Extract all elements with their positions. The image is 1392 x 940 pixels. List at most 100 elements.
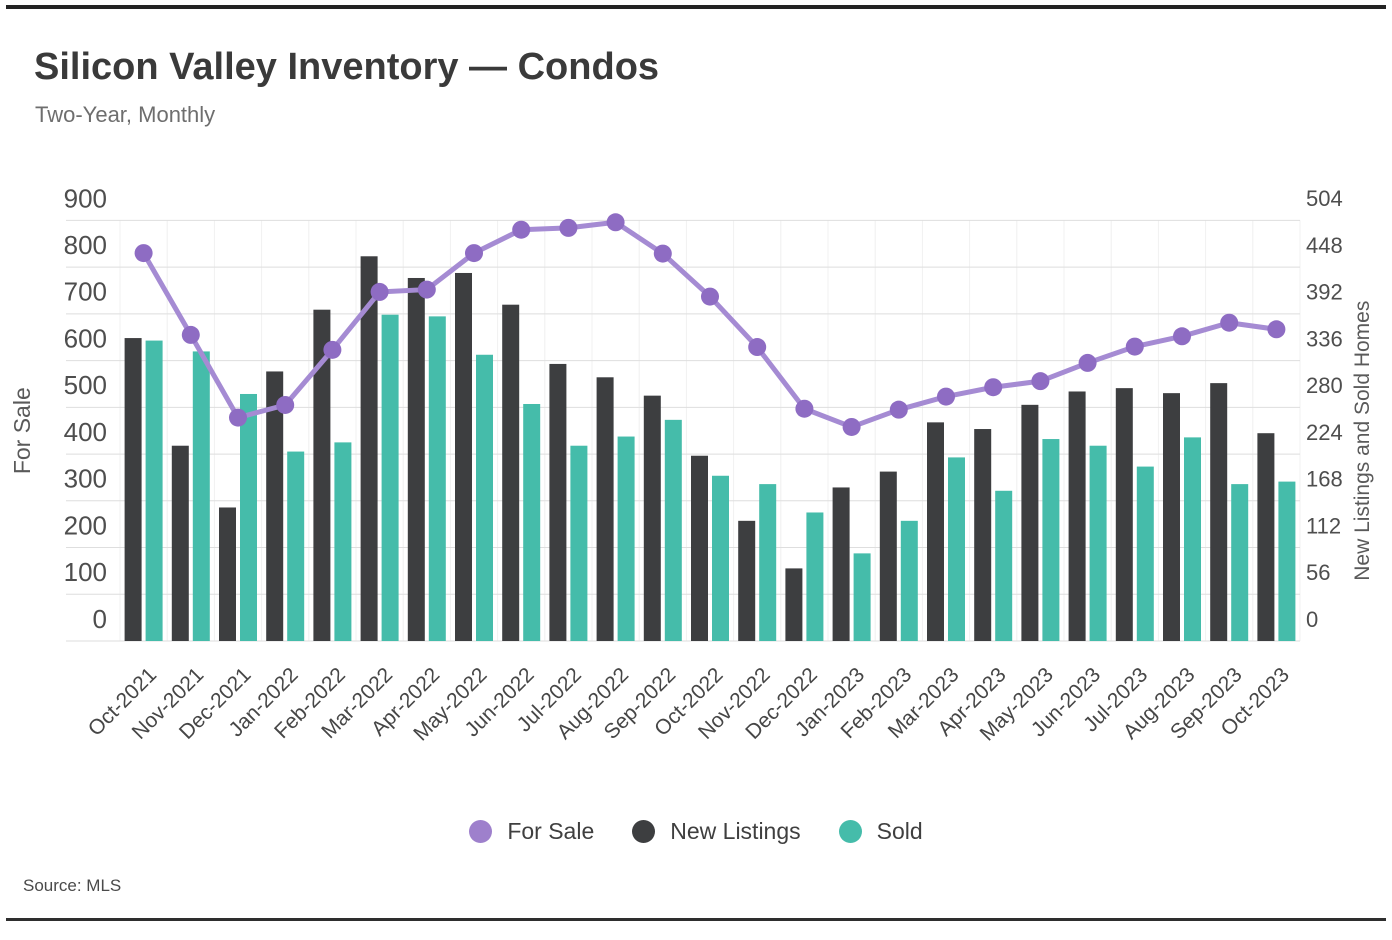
for-sale-point[interactable] <box>842 417 861 436</box>
right-axis-tick-label: 0 <box>1306 607 1318 632</box>
bar-new-listings[interactable] <box>974 429 992 641</box>
legend: For Sale New Listings Sold <box>0 813 1392 849</box>
for-sale-point[interactable] <box>134 244 153 263</box>
right-axis-tick-label: 448 <box>1306 233 1343 258</box>
for-sale-point[interactable] <box>653 244 672 263</box>
bar-sold[interactable] <box>570 445 588 641</box>
right-axis-tick-label: 392 <box>1306 280 1343 305</box>
for-sale-point[interactable] <box>1031 372 1050 391</box>
bar-sold[interactable] <box>476 354 493 641</box>
right-axis-tick-label: 168 <box>1306 467 1343 492</box>
for-sale-point[interactable] <box>748 338 767 357</box>
left-axis-tick-label: 100 <box>64 557 107 587</box>
bar-new-listings[interactable] <box>1068 391 1086 641</box>
bar-sold[interactable] <box>900 520 918 641</box>
bar-sold[interactable] <box>712 475 729 641</box>
bar-new-listings[interactable] <box>1115 388 1133 641</box>
for-sale-point[interactable] <box>559 218 578 237</box>
right-axis-tick-label: 56 <box>1306 560 1330 585</box>
bar-sold[interactable] <box>381 314 399 641</box>
bar-sold[interactable] <box>428 316 446 641</box>
legend-item-for-sale[interactable]: For Sale <box>469 818 594 845</box>
bar-sold[interactable] <box>1278 481 1296 641</box>
bar-sold[interactable] <box>853 553 871 641</box>
bar-new-listings[interactable] <box>502 304 520 641</box>
bar-new-listings[interactable] <box>738 520 756 641</box>
legend-swatch-icon <box>632 819 656 843</box>
for-sale-point[interactable] <box>417 280 436 299</box>
bar-new-listings[interactable] <box>455 272 472 641</box>
bar-sold[interactable] <box>334 442 352 641</box>
bar-sold[interactable] <box>145 340 163 641</box>
bar-sold[interactable] <box>1184 437 1201 641</box>
bar-new-listings[interactable] <box>832 487 850 641</box>
bar-sold[interactable] <box>1042 439 1060 641</box>
for-sale-point[interactable] <box>1220 313 1239 332</box>
for-sale-point[interactable] <box>323 340 342 359</box>
bottom-rule <box>6 918 1386 921</box>
bar-sold[interactable] <box>523 403 541 641</box>
legend-swatch-icon <box>469 819 493 843</box>
bar-new-listings[interactable] <box>1021 404 1039 641</box>
bar-sold[interactable] <box>948 457 965 641</box>
bar-sold[interactable] <box>1089 445 1107 641</box>
for-sale-point[interactable] <box>1125 337 1144 356</box>
bar-new-listings[interactable] <box>407 277 425 641</box>
for-sale-point[interactable] <box>889 400 908 419</box>
bar-sold[interactable] <box>995 490 1013 641</box>
for-sale-point[interactable] <box>276 395 295 414</box>
bar-new-listings[interactable] <box>879 471 897 641</box>
bar-new-listings[interactable] <box>171 445 189 641</box>
bar-sold[interactable] <box>1231 484 1249 641</box>
legend-swatch-icon <box>838 819 862 843</box>
bar-new-listings[interactable] <box>1163 393 1180 641</box>
bar-sold[interactable] <box>617 436 635 641</box>
right-axis-tick-label: 280 <box>1306 373 1343 398</box>
bar-new-listings[interactable] <box>266 371 284 641</box>
chart-title: Silicon Valley Inventory — Condos <box>34 46 660 88</box>
top-rule <box>6 5 1386 9</box>
bar-new-listings[interactable] <box>124 338 142 641</box>
left-axis-tick-label: 300 <box>64 464 107 494</box>
left-axis-tick-label: 900 <box>64 183 107 213</box>
right-axis-tick-label: 336 <box>1306 326 1343 351</box>
for-sale-point[interactable] <box>229 408 247 427</box>
for-sale-point[interactable] <box>181 325 200 344</box>
bar-new-listings[interactable] <box>313 309 331 641</box>
bar-new-listings[interactable] <box>219 507 236 641</box>
bar-sold[interactable] <box>806 512 824 641</box>
legend-label: Sold <box>876 817 923 844</box>
bar-new-listings[interactable] <box>1210 383 1228 641</box>
for-sale-point[interactable] <box>465 244 483 263</box>
bar-sold[interactable] <box>759 484 777 641</box>
for-sale-point[interactable] <box>512 220 531 239</box>
for-sale-point[interactable] <box>370 282 389 301</box>
for-sale-point[interactable] <box>701 287 719 306</box>
bar-new-listings[interactable] <box>549 363 567 641</box>
bar-new-listings[interactable] <box>643 395 661 641</box>
bar-new-listings[interactable] <box>360 256 378 641</box>
for-sale-point[interactable] <box>1173 327 1191 346</box>
bar-new-listings[interactable] <box>1257 433 1275 641</box>
legend-item-new-listings[interactable]: New Listings <box>632 817 801 845</box>
bar-sold[interactable] <box>240 393 257 641</box>
for-sale-point[interactable] <box>984 378 1003 397</box>
for-sale-point[interactable] <box>795 399 814 418</box>
bar-new-listings[interactable] <box>927 422 944 641</box>
for-sale-point[interactable] <box>937 387 955 406</box>
bar-new-listings[interactable] <box>785 568 803 641</box>
bar-sold[interactable] <box>192 351 210 641</box>
bar-new-listings[interactable] <box>596 377 614 641</box>
legend-item-sold[interactable]: Sold <box>838 817 923 845</box>
for-sale-point[interactable] <box>606 213 625 232</box>
for-sale-point[interactable] <box>1267 320 1286 339</box>
bar-sold[interactable] <box>1136 466 1154 641</box>
chart-subtitle: Two-Year, Monthly <box>35 102 216 127</box>
bar-sold[interactable] <box>287 451 305 641</box>
for-sale-point[interactable] <box>1078 353 1097 372</box>
bar-sold[interactable] <box>664 419 682 641</box>
legend-label: New Listings <box>670 817 801 844</box>
bar-new-listings[interactable] <box>691 455 708 641</box>
